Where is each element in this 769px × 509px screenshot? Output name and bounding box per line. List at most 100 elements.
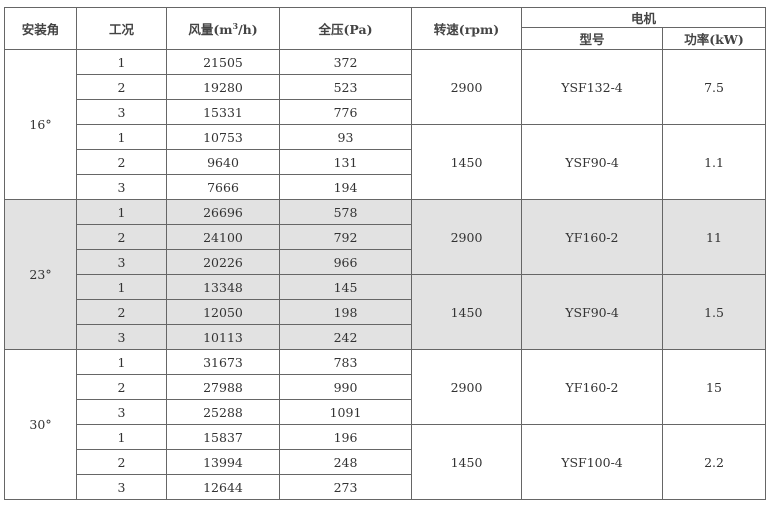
header-pressure: 全压(Pa) [279, 7, 412, 50]
header-angle: 安装角 [4, 7, 77, 50]
pressure-cell: 198 [279, 299, 412, 325]
condition-cell: 1 [76, 349, 167, 375]
condition-cell: 3 [76, 474, 167, 500]
airflow-cell: 26696 [166, 199, 280, 225]
pressure-cell: 372 [279, 49, 412, 75]
condition-cell: 3 [76, 399, 167, 425]
table-row: 1 13348 145 1450 YSF90-4 1.5 [5, 274, 767, 350]
motor-model-cell: YF160-2 [521, 199, 663, 275]
table-row: 3 7666 194 [5, 174, 766, 200]
motor-power-cell: 1.5 [661, 274, 767, 350]
condition-cell: 1 [76, 424, 167, 450]
condition-cell: 3 [76, 249, 167, 275]
pressure-cell: 792 [279, 224, 412, 250]
speed-cell: 1450 [411, 274, 522, 350]
speed-cell: 1450 [411, 124, 522, 200]
motor-model-cell: YSF132-4 [521, 49, 663, 125]
condition-cell: 2 [76, 449, 167, 475]
angle-cell: 23° [4, 199, 77, 350]
table-row: 1 15837 196 1450 YSF100-4 2.2 [5, 424, 767, 500]
motor-power-cell: 2.2 [661, 424, 767, 500]
pressure-cell: 966 [279, 249, 412, 275]
condition-cell: 2 [76, 149, 167, 175]
motor-power-cell: 15 [661, 349, 767, 425]
condition-cell: 3 [76, 99, 167, 125]
pressure-cell: 523 [279, 74, 412, 100]
airflow-cell: 9640 [166, 149, 280, 175]
pressure-cell: 990 [279, 374, 412, 400]
airflow-cell: 10753 [166, 124, 280, 150]
pressure-cell: 196 [279, 424, 412, 450]
table-row: 30° 1 31673 783 2900 YF160-2 15 [4, 349, 767, 500]
condition-cell: 3 [76, 324, 167, 350]
header-power: 功率(kW) [661, 27, 767, 50]
pressure-cell: 242 [279, 324, 412, 350]
motor-model-cell: YSF100-4 [521, 424, 663, 500]
motor-model-cell: YSF90-4 [521, 274, 663, 350]
airflow-cell: 21505 [166, 49, 280, 75]
pressure-cell: 273 [279, 474, 412, 500]
pressure-cell: 578 [279, 199, 412, 225]
condition-cell: 2 [76, 74, 167, 100]
speed-cell: 2900 [411, 349, 522, 425]
condition-cell: 2 [76, 374, 167, 400]
airflow-cell: 27988 [166, 374, 280, 400]
table-row: 2 27988 990 [5, 374, 766, 400]
pressure-cell: 145 [279, 274, 412, 300]
header-speed: 转速(rpm) [411, 7, 522, 50]
angle-cell: 16° [4, 49, 77, 200]
airflow-cell: 15331 [166, 99, 280, 125]
airflow-cell: 10113 [166, 324, 280, 350]
motor-power-cell: 1.1 [661, 124, 767, 200]
condition-cell: 1 [76, 274, 167, 300]
table-row: 3 12644 273 [5, 474, 766, 500]
airflow-cell: 13994 [166, 449, 280, 475]
header-airflow: 风量(m3/h) [166, 7, 280, 50]
header-condition: 工况 [76, 7, 167, 50]
pressure-cell: 776 [279, 99, 412, 125]
header-model: 型号 [521, 27, 663, 50]
pressure-cell: 1091 [279, 399, 412, 425]
speed-cell: 1450 [411, 424, 522, 500]
airflow-cell: 20226 [166, 249, 280, 275]
airflow-unit: /h) [238, 22, 258, 37]
airflow-exponent: 3 [232, 20, 239, 31]
condition-cell: 2 [76, 299, 167, 325]
table-row: 16° 1 21505 372 2900 YSF132-4 7.5 [4, 49, 767, 200]
speed-cell: 2900 [411, 199, 522, 275]
airflow-cell: 12644 [166, 474, 280, 500]
table-row: 3 15331 776 [5, 99, 766, 125]
table-row: 3 25288 1091 [5, 399, 766, 425]
condition-cell: 1 [76, 124, 167, 150]
airflow-cell: 13348 [166, 274, 280, 300]
motor-power-cell: 7.5 [661, 49, 767, 125]
airflow-cell: 25288 [166, 399, 280, 425]
condition-cell: 3 [76, 174, 167, 200]
table-row: 2 13994 248 [5, 449, 766, 475]
airflow-cell: 31673 [166, 349, 280, 375]
pressure-cell: 131 [279, 149, 412, 175]
table-row: 23° 1 26696 578 2900 YF160-2 11 [4, 199, 767, 350]
table-row: 2 19280 523 [5, 74, 766, 100]
table-row: 2 12050 198 [5, 299, 766, 325]
pressure-cell: 93 [279, 124, 412, 150]
pressure-cell: 248 [279, 449, 412, 475]
angle-cell: 30° [4, 349, 77, 500]
airflow-cell: 12050 [166, 299, 280, 325]
pressure-cell: 194 [279, 174, 412, 200]
pressure-cell: 783 [279, 349, 412, 375]
motor-power-cell: 11 [661, 199, 767, 275]
condition-cell: 1 [76, 49, 167, 75]
table-row: 1 10753 93 1450 YSF90-4 1.1 [5, 124, 767, 200]
table-row: 2 9640 131 [5, 149, 766, 175]
fan-performance-table: 安装角 工况 风量(m3/h) 全压(Pa) 转速(rpm) 电机 型号 功率(… [4, 7, 767, 500]
condition-cell: 1 [76, 199, 167, 225]
table-row: 3 20226 966 [5, 249, 766, 275]
header-motor: 电机 [520, 7, 767, 28]
airflow-label: 风量(m [188, 22, 233, 37]
airflow-cell: 19280 [166, 74, 280, 100]
airflow-cell: 15837 [166, 424, 280, 450]
airflow-cell: 24100 [166, 224, 280, 250]
motor-model-cell: YF160-2 [521, 349, 663, 425]
motor-model-cell: YSF90-4 [521, 124, 663, 200]
